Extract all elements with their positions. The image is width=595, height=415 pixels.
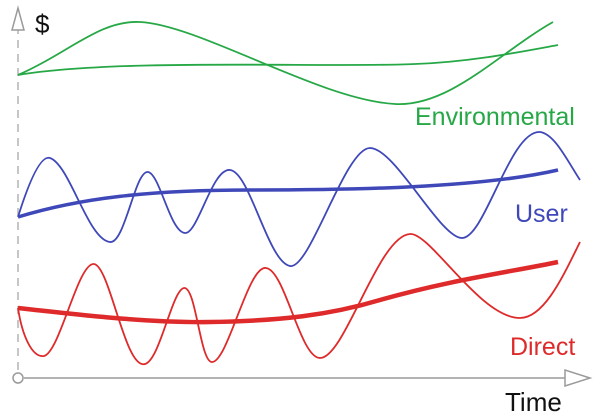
x-axis-label: Time	[505, 387, 562, 415]
environmental-trend-curve	[17, 44, 559, 76]
direct-label: Direct	[510, 333, 575, 361]
environmental-label: Environmental	[415, 103, 575, 131]
direct-fluctuation-curve	[17, 233, 581, 365]
environmental-fluctuation-curve	[17, 21, 554, 105]
y-axis-arrow-icon	[11, 5, 25, 31]
user-fluctuation-curve	[17, 131, 581, 267]
y-axis-label: $	[35, 9, 50, 39]
origin-circle-icon	[12, 372, 24, 384]
x-axis-arrow-icon	[564, 368, 593, 388]
user-label: User	[515, 200, 568, 228]
user-trend-curve	[17, 168, 559, 219]
direct-trend-curve	[17, 259, 559, 325]
